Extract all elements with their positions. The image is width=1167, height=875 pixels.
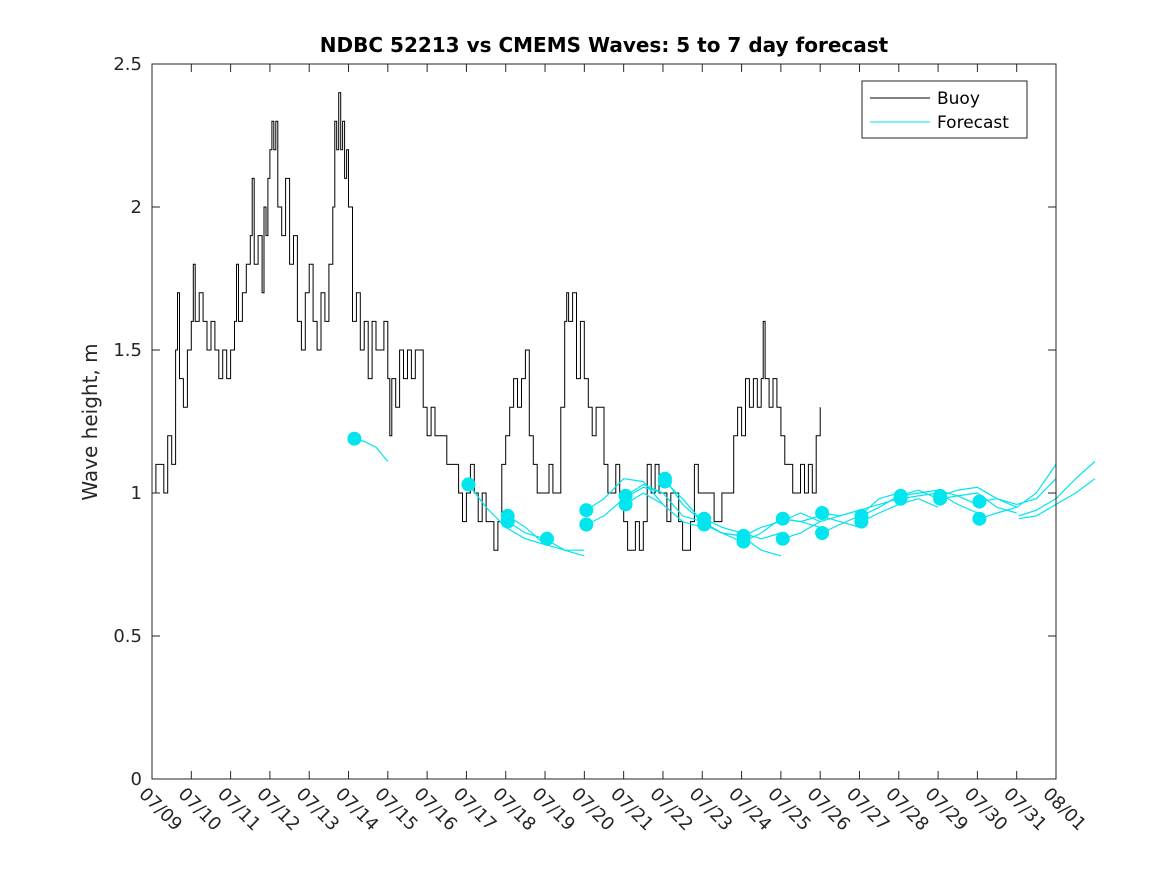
forecast-line: [940, 492, 1017, 514]
y-tick-label: 1: [131, 483, 142, 504]
forecast-start-marker: [854, 508, 869, 523]
y-tick-label: 2.5: [113, 54, 142, 75]
plot-area: [152, 92, 1096, 557]
buoy-line: [152, 92, 821, 551]
forecast-start-marker: [815, 526, 830, 540]
plot-frame: [151, 63, 1057, 780]
forecast-start-marker: [657, 471, 672, 486]
forecast-start-marker: [618, 488, 633, 503]
forecast-start-marker: [500, 508, 515, 523]
forecast-start-marker: [347, 431, 362, 446]
forecast-start-marker: [775, 531, 790, 546]
forecast-start-marker: [893, 488, 908, 503]
forecast-line: [625, 483, 703, 523]
forecast-line: [939, 486, 1017, 508]
y-tick-label: 0: [131, 769, 142, 790]
forecast-line: [979, 478, 1057, 506]
forecast-start-marker: [461, 477, 476, 492]
forecast-start-marker: [815, 506, 830, 520]
chart-title: NDBC 52213 vs CMEMS Waves: 5 to 7 day fo…: [320, 33, 889, 57]
forecast-start-marker: [972, 511, 987, 526]
y-axis-label: Wave height, m: [78, 343, 102, 500]
y-tick-label: 0.5: [113, 626, 142, 647]
y-tick-label: 2: [131, 197, 142, 218]
forecast-start-marker: [775, 511, 790, 526]
forecast-start-marker: [540, 531, 554, 546]
legend: Buoy Forecast: [861, 80, 1028, 139]
forecast-line: [625, 492, 703, 528]
forecast-start-marker: [579, 517, 594, 532]
forecast-start-marker: [697, 511, 712, 526]
legend-forecast-label: Forecast: [937, 113, 1009, 133]
y-tick-label: 1.5: [113, 340, 142, 361]
legend-buoy-label: Buoy: [937, 89, 980, 109]
legend-box: [861, 80, 1028, 139]
forecast-start-marker: [579, 503, 594, 518]
forecast-start-marker: [933, 488, 948, 503]
forecast-start-marker: [972, 494, 987, 509]
forecast-start-marker: [736, 528, 751, 543]
forecast-line: [979, 464, 1057, 520]
